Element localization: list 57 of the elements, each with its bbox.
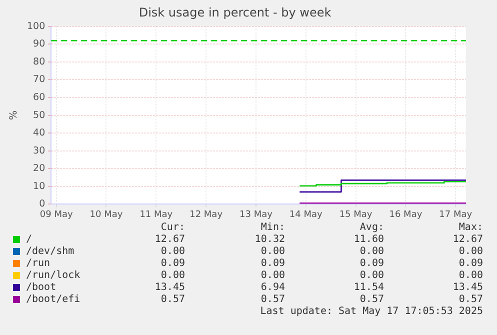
y-tick-label: 30 [33,145,46,156]
text: 0.09 [160,258,185,269]
text: 12.67 [452,234,483,245]
text: 0.09 [360,258,384,269]
text: 0.57 [458,294,483,305]
text: 11.60 [354,234,384,245]
y-tick-label: 10 [33,180,46,192]
y-tick-label: 40 [33,128,46,139]
text: 0.57 [260,294,285,305]
x-tick-label: 13 May [240,210,274,220]
text: Cur: [160,222,185,233]
x-tick-label: 10 May [90,210,124,220]
y-tick-label: 50 [33,110,46,121]
legend-label: /boot/efi [26,294,80,305]
text: 0.00 [458,246,483,257]
y-tick-label: 60 [33,92,46,103]
x-tick-label: 17 May [439,210,473,220]
text: 0.00 [260,270,285,281]
text: 0.09 [260,258,285,269]
x-tick-label: 09 May [40,210,74,220]
x-tick-label: 16 May [389,210,423,220]
x-tick-label: 14 May [289,210,324,220]
text: 0.00 [360,246,384,257]
y-tick-label: 70 [33,74,46,86]
legend-label: / [26,234,32,245]
text: 13.45 [154,282,185,293]
text: 10.32 [254,234,285,245]
text: Max: [458,222,483,233]
text: Avg: [360,222,384,233]
y-tick-label: 90 [33,38,46,50]
y-axis-title: % [8,110,20,120]
y-tick-label: 80 [33,56,46,68]
text: 12.67 [154,234,185,245]
legend-label: /boot [26,282,56,293]
text: Last update: Sat May 17 17:05:53 2025 [260,306,483,317]
text: 0.00 [160,270,185,281]
text: 0.00 [458,270,483,281]
chart-title: Disk usage in percent - by week [138,5,332,20]
y-tick-label: 20 [33,163,46,174]
legend-label: /run [26,258,50,269]
text: 0.09 [458,258,483,269]
text: 0.00 [360,270,384,281]
y-tick-label: 100 [26,20,46,32]
x-tick-label: 15 May [339,210,373,220]
text: 0.00 [260,246,285,257]
text: 11.54 [354,282,384,293]
text: 0.00 [160,246,185,257]
text: 13.45 [452,282,483,293]
x-tick-label: 12 May [190,210,224,220]
y-tick-label: 0 [39,198,46,210]
text: 0.57 [160,294,185,305]
text: 0.57 [360,294,384,305]
text: Min: [260,222,285,233]
x-tick-label: 11 May [140,210,174,220]
legend-label: /run/lock [26,270,80,281]
legend-label: /dev/shm [26,246,74,257]
text: 6.94 [260,282,285,293]
